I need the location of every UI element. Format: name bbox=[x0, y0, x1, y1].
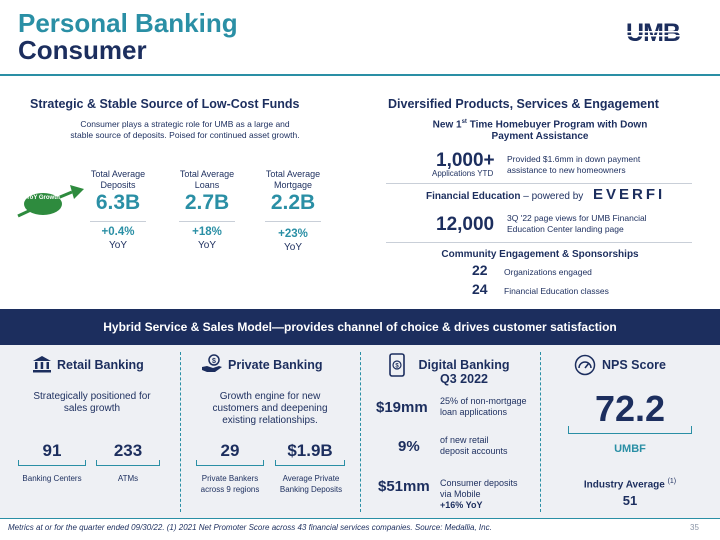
everfi-logo: EVERFI bbox=[593, 186, 666, 203]
footnote: Metrics at or for the quarter ended 09/3… bbox=[8, 523, 492, 532]
umb-logo: UMB bbox=[609, 20, 697, 44]
page-views-desc-line2: Education Center landing page bbox=[507, 224, 624, 234]
metric-loans-label1: Total Average bbox=[179, 169, 235, 179]
digital-mobile-desc2: via Mobile bbox=[440, 489, 481, 499]
banner-text: Hybrid Service & Sales Model—provides ch… bbox=[103, 320, 617, 334]
atms-bracket bbox=[96, 460, 160, 466]
nps-score-value: 72.2 bbox=[594, 388, 666, 429]
nps-score-bracket bbox=[568, 426, 692, 434]
metric-mortgage-label1: Total Average bbox=[265, 169, 321, 179]
digital-mobile-desc1: Consumer deposits bbox=[440, 478, 518, 488]
digital-banking-period: Q3 2022 bbox=[440, 372, 488, 386]
metric-mortgage-label2: Mortgage bbox=[273, 180, 313, 190]
community-classes-value: 24 bbox=[472, 281, 488, 297]
metric-deposits-yoy-value: +0.4% bbox=[101, 226, 135, 238]
yoy-growth-badge: YoY Growth bbox=[26, 195, 60, 201]
digital-accounts-desc2: deposit accounts bbox=[440, 446, 508, 456]
metric-mortgage-divider bbox=[265, 221, 321, 222]
header-divider bbox=[0, 74, 720, 76]
page-views-desc-line1: 3Q '22 page views for UMB Financial bbox=[507, 213, 647, 223]
atms-value: 233 bbox=[113, 441, 143, 460]
page-views-value: 12,000 bbox=[436, 214, 495, 235]
metric-deposits-yoy: YoY bbox=[109, 240, 127, 251]
private-deposits-value: $1.9B bbox=[287, 441, 333, 460]
page-title-line1: Personal Banking bbox=[18, 8, 238, 38]
page-title-line2: Consumer bbox=[18, 35, 147, 65]
homebuyer-program-line1: New 1st Time Homebuyer Program with Down bbox=[432, 119, 648, 131]
page-number: 35 bbox=[690, 523, 699, 532]
metric-loans-divider bbox=[179, 221, 235, 222]
retail-desc-line1: Strategically positioned for bbox=[33, 391, 151, 402]
growth-arrow-icon bbox=[17, 185, 84, 218]
left-subtitle-line2: stable source of deposits. Poised for co… bbox=[70, 130, 300, 140]
metric-deposits-label1: Total Average bbox=[90, 169, 146, 179]
nps-heading: NPS Score bbox=[602, 358, 666, 372]
private-banking-heading: Private Banking bbox=[228, 358, 323, 372]
footer-divider bbox=[0, 518, 720, 519]
metric-deposits-value: 6.3B bbox=[95, 191, 141, 214]
metric-loans-yoy-value: +18% bbox=[192, 226, 222, 238]
private-desc-line2: customers and deepening bbox=[212, 403, 328, 414]
private-desc-line3: existing relationships. bbox=[222, 415, 318, 426]
community-classes-desc: Financial Education classes bbox=[504, 286, 609, 296]
banner-bar bbox=[0, 309, 720, 345]
column-divider-2 bbox=[360, 352, 361, 512]
banking-centers-value: 91 bbox=[42, 441, 62, 460]
metric-deposits-label2: Deposits bbox=[100, 180, 136, 190]
private-deposits-label2: Banking Deposits bbox=[279, 485, 343, 494]
column-divider-3 bbox=[540, 352, 541, 512]
right-divider-1 bbox=[386, 183, 692, 184]
digital-accounts-value: 9% bbox=[398, 438, 420, 455]
metric-loans-value: 2.7B bbox=[184, 191, 230, 214]
right-section-heading: Diversified Products, Services & Engagem… bbox=[388, 97, 659, 111]
applications-desc-line1: Provided $1.6mm in down payment bbox=[507, 154, 641, 164]
private-deposits-bracket bbox=[275, 460, 345, 466]
applications-desc-line2: assistance to new homeowners bbox=[507, 165, 626, 175]
private-bankers-label1: Private Bankers bbox=[201, 474, 259, 483]
bank-building-icon bbox=[33, 356, 51, 373]
private-desc-line1: Growth engine for new bbox=[219, 391, 321, 402]
mobile-phone-icon: $ bbox=[389, 353, 405, 377]
metric-loans-label2: Loans bbox=[194, 180, 220, 190]
industry-average-label: Industry Average (1) bbox=[583, 478, 677, 491]
metric-mortgage-yoy-value: +23% bbox=[278, 228, 308, 240]
community-orgs-desc: Organizations engaged bbox=[504, 267, 592, 277]
digital-accounts-desc1: of new retail bbox=[440, 435, 489, 445]
metric-loans-yoy: YoY bbox=[198, 240, 216, 251]
metric-mortgage-yoy: YoY bbox=[284, 242, 302, 253]
left-subtitle-line1: Consumer plays a strategic role for UMB … bbox=[80, 119, 290, 129]
digital-mobile-desc3: +16% YoY bbox=[440, 500, 483, 510]
banking-centers-label: Banking Centers bbox=[22, 474, 82, 483]
digital-loans-desc1: 25% of non-mortgage bbox=[440, 396, 527, 406]
svg-text:$: $ bbox=[395, 364, 399, 370]
applications-label: Applications YTD bbox=[432, 169, 494, 178]
atms-label: ATMs bbox=[117, 474, 139, 483]
private-deposits-label1: Average Private bbox=[282, 474, 340, 483]
gauge-icon bbox=[574, 354, 596, 376]
banking-centers-bracket bbox=[18, 460, 86, 466]
column-divider-1 bbox=[180, 352, 181, 512]
financial-education-label: Financial Education – powered by bbox=[426, 191, 584, 202]
private-bankers-bracket bbox=[196, 460, 264, 466]
digital-mobile-value: $51mm bbox=[378, 478, 430, 495]
digital-loans-desc2: loan applications bbox=[440, 407, 508, 417]
digital-banking-heading: Digital Banking bbox=[418, 358, 510, 372]
community-orgs-value: 22 bbox=[472, 262, 488, 278]
metric-deposits-divider bbox=[90, 221, 146, 222]
right-divider-2 bbox=[386, 242, 692, 243]
hand-money-icon: $ bbox=[202, 354, 222, 372]
private-bankers-value: 29 bbox=[220, 441, 240, 460]
community-heading: Community Engagement & Sponsorships bbox=[441, 249, 639, 260]
left-section-heading: Strategic & Stable Source of Low-Cost Fu… bbox=[30, 97, 300, 111]
homebuyer-program-line2: Payment Assistance bbox=[491, 131, 589, 142]
applications-value: 1,000+ bbox=[436, 150, 495, 171]
retail-banking-heading: Retail Banking bbox=[57, 358, 144, 372]
digital-loans-value: $19mm bbox=[376, 399, 428, 416]
metric-mortgage-value: 2.2B bbox=[270, 191, 316, 214]
svg-text:$: $ bbox=[212, 358, 216, 365]
retail-desc-line2: sales growth bbox=[63, 403, 121, 414]
nps-score-label: UMBF bbox=[614, 443, 646, 455]
industry-average-value: 51 bbox=[622, 493, 638, 508]
private-bankers-label2: across 9 regions bbox=[200, 485, 260, 494]
